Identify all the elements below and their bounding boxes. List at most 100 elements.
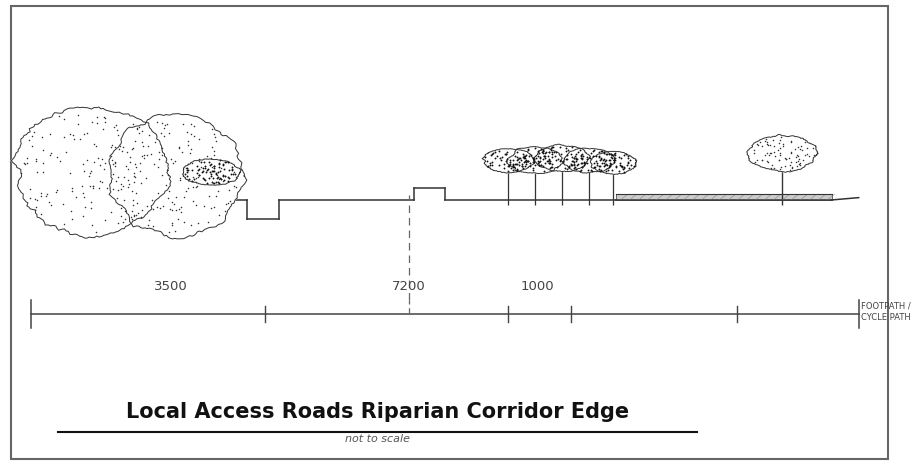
Point	[564, 162, 579, 169]
Point	[564, 150, 579, 158]
Point	[592, 162, 607, 170]
Point	[589, 153, 604, 160]
Point	[183, 130, 198, 137]
Point	[766, 142, 781, 150]
Point	[213, 174, 228, 182]
Point	[573, 152, 588, 159]
Point	[608, 150, 623, 157]
Point	[145, 223, 160, 230]
Point	[151, 164, 165, 171]
Point	[574, 164, 589, 171]
Point	[188, 202, 203, 209]
Point	[209, 170, 223, 177]
Point	[93, 177, 108, 185]
Point	[528, 155, 542, 162]
Point	[216, 161, 231, 169]
Point	[97, 114, 112, 122]
Point	[584, 167, 599, 174]
Text: Local Access Roads Riparian Corridor Edge: Local Access Roads Riparian Corridor Edg…	[126, 401, 630, 422]
Point	[800, 145, 814, 152]
Point	[536, 162, 550, 170]
Point	[766, 149, 781, 156]
Point	[532, 154, 547, 162]
Point	[209, 193, 223, 200]
Point	[197, 202, 211, 210]
Point	[603, 162, 618, 170]
Point	[750, 140, 765, 147]
Point	[603, 150, 618, 158]
Point	[209, 178, 223, 185]
Point	[549, 157, 563, 164]
Point	[178, 165, 193, 172]
Point	[580, 155, 595, 163]
Point	[757, 152, 772, 159]
Point	[117, 196, 131, 203]
Point	[158, 121, 173, 129]
Point	[205, 178, 220, 185]
Point	[586, 146, 601, 153]
Point	[773, 136, 788, 143]
Point	[613, 159, 628, 166]
Point	[123, 213, 138, 220]
Point	[165, 206, 179, 214]
Point	[751, 141, 766, 149]
Point	[199, 162, 213, 170]
Point	[207, 152, 221, 159]
Point	[526, 154, 540, 162]
Point	[129, 189, 143, 197]
Point	[197, 175, 211, 182]
Point	[542, 159, 557, 167]
Point	[607, 156, 622, 163]
Point	[598, 157, 613, 164]
Point	[28, 203, 43, 210]
Point	[523, 162, 538, 170]
Point	[605, 154, 619, 161]
Point	[777, 155, 792, 162]
Point	[28, 195, 42, 202]
Point	[36, 159, 51, 167]
Point	[122, 154, 137, 161]
Point	[766, 164, 781, 172]
Point	[774, 164, 789, 171]
Point	[147, 160, 162, 167]
Point	[602, 151, 617, 158]
Point	[528, 161, 542, 168]
Point	[219, 158, 233, 166]
Point	[791, 161, 806, 168]
Point	[152, 148, 166, 156]
Point	[114, 213, 129, 220]
Point	[494, 156, 509, 163]
Point	[212, 179, 227, 186]
Point	[617, 168, 631, 175]
Point	[763, 141, 777, 149]
Point	[209, 170, 223, 178]
Point	[50, 154, 64, 161]
Point	[55, 200, 70, 207]
Point	[781, 155, 796, 162]
Point	[162, 187, 176, 194]
Text: 1000: 1000	[521, 280, 554, 293]
Point	[789, 154, 803, 161]
Point	[50, 186, 64, 193]
Point	[538, 159, 552, 166]
Point	[180, 129, 195, 136]
Point	[517, 153, 532, 160]
Point	[577, 158, 592, 166]
Point	[130, 199, 144, 206]
Point	[221, 199, 235, 206]
Point	[86, 159, 101, 166]
Point	[203, 205, 218, 212]
Point	[545, 161, 560, 168]
Point	[141, 222, 155, 229]
Point	[595, 148, 609, 155]
Point	[595, 159, 609, 167]
Point	[210, 175, 224, 182]
Point	[175, 148, 189, 155]
Point	[25, 133, 40, 140]
Point	[478, 153, 493, 160]
Point	[569, 157, 584, 165]
Point	[64, 187, 79, 194]
Point	[48, 188, 62, 195]
Point	[211, 178, 226, 186]
Point	[607, 150, 622, 158]
